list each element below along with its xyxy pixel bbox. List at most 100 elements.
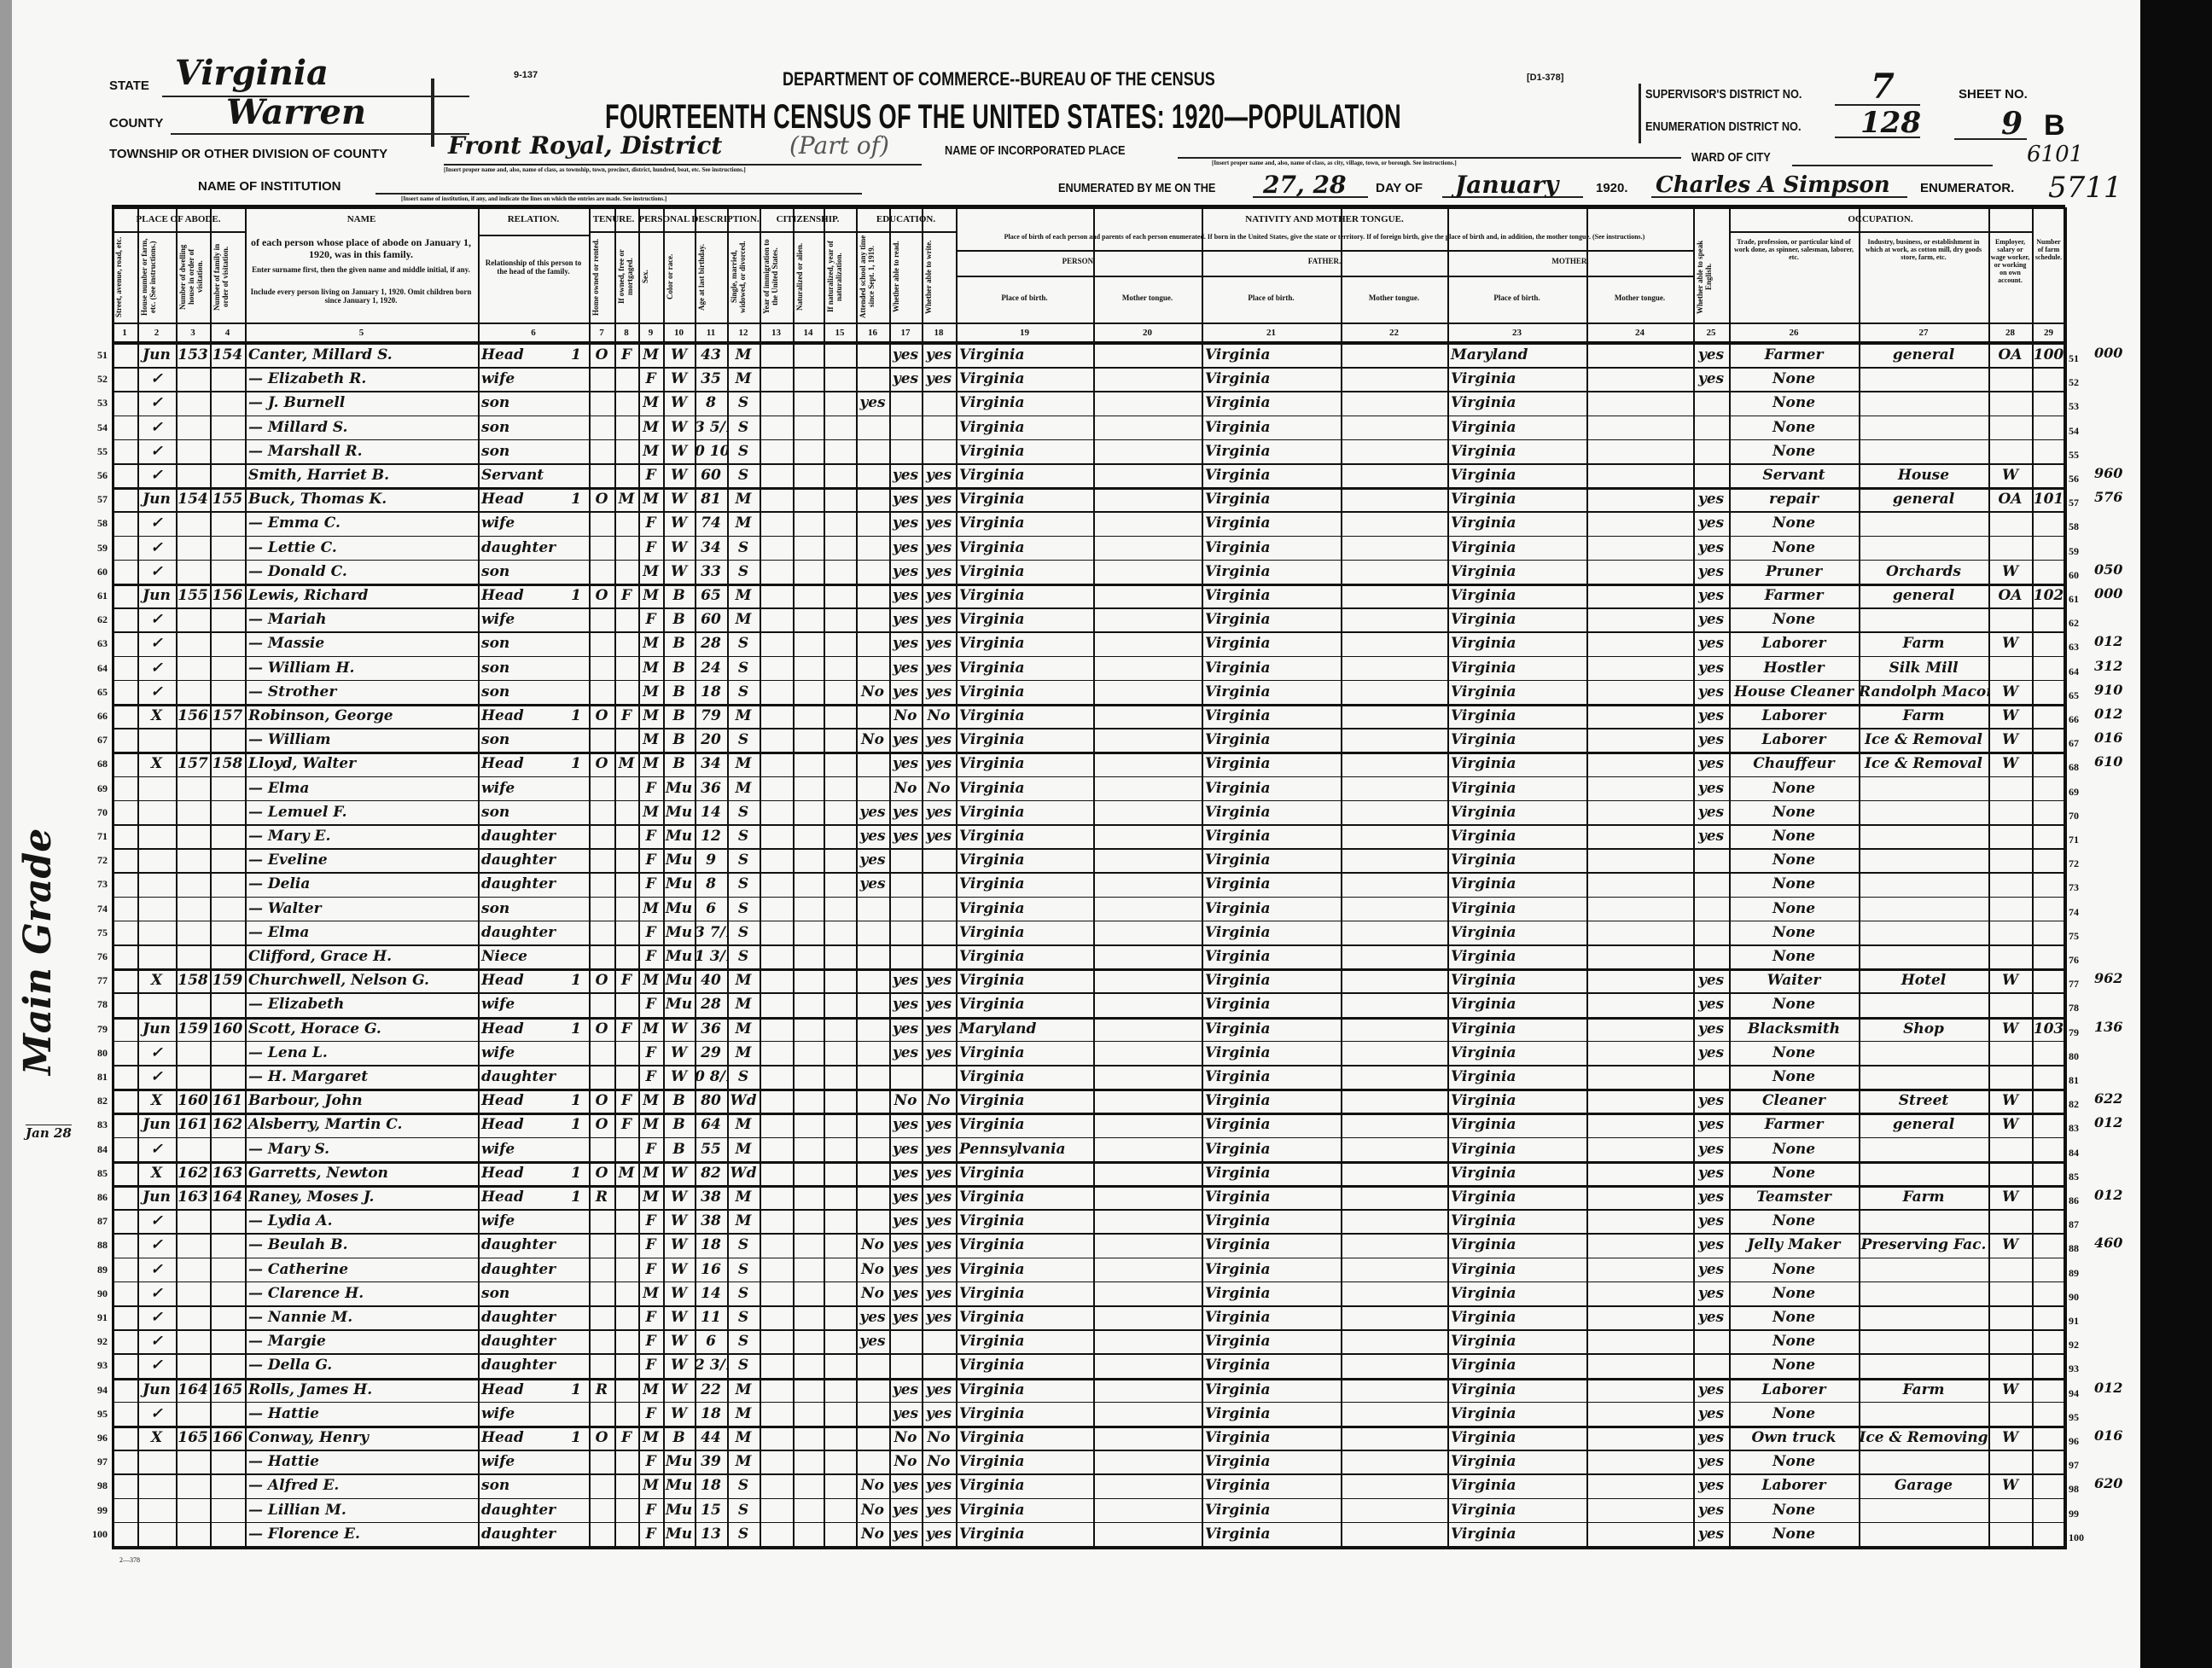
cell-fm — [210, 1282, 245, 1305]
cell-mo: Virginia — [1451, 755, 1516, 773]
cell-dw — [176, 776, 210, 800]
line-number-left: 65 — [97, 685, 108, 698]
cell-no — [2032, 607, 2065, 631]
cell-c14 — [793, 1282, 824, 1305]
cell-ms: S — [737, 659, 749, 677]
cell-no — [2032, 1450, 2065, 1473]
cell-en: yes — [1697, 972, 1725, 990]
cell-fa: Virginia — [1205, 635, 1271, 653]
cell-rel: Head — [481, 972, 524, 990]
cell-st — [112, 1113, 137, 1136]
cell-c13 — [760, 367, 793, 391]
cell-no — [2032, 968, 2065, 992]
cell-en: yes — [1697, 1284, 1725, 1302]
institution-note: [Insert name of institution, if any, and… — [401, 195, 667, 202]
cell-col: W — [670, 442, 688, 460]
cell-sch — [856, 1137, 889, 1161]
cell-sex: F — [645, 1212, 656, 1230]
column-number-14: 14 — [803, 328, 813, 338]
cell-f — [614, 416, 638, 439]
cell-mot — [1586, 1522, 1693, 1546]
cell-ms: S — [737, 418, 749, 436]
cell-age: 0 8/12 — [695, 1068, 727, 1085]
cell-cls — [1988, 1137, 2032, 1161]
cell-dw — [176, 1258, 210, 1282]
cell-mot — [1586, 1161, 1693, 1185]
cell-st — [112, 704, 137, 728]
cell-cls: W — [2001, 1092, 2019, 1110]
cell-occ: Cleaner — [1762, 1092, 1825, 1110]
cell-name: — Mary S. — [248, 1140, 330, 1158]
cell-bpt — [1093, 1450, 1202, 1473]
cell-c15 — [824, 631, 856, 655]
cell-ms: M — [735, 1189, 752, 1206]
cell-fm — [210, 824, 245, 848]
column-header-mot: Mother tongue. — [1614, 293, 1666, 302]
cell-mot — [1586, 1450, 1693, 1473]
cell-ind — [1859, 416, 1988, 439]
cell-rd: yes — [892, 346, 919, 363]
cell-fm — [210, 1305, 245, 1329]
cell-ms: S — [737, 899, 749, 917]
cell-fa: Virginia — [1205, 394, 1271, 412]
cell-ms: S — [737, 851, 749, 869]
cell-c14 — [793, 584, 824, 607]
cell-age: 3 7/12 — [695, 923, 727, 941]
cell-mo: Virginia — [1451, 394, 1516, 412]
cell-wr: No — [927, 1453, 951, 1471]
cell-fm — [210, 511, 245, 535]
cell-rd: yes — [892, 1525, 919, 1543]
line-number-left: 53 — [97, 397, 108, 410]
cell-name: Churchwell, Nelson G. — [248, 972, 429, 990]
cell-bpt — [1093, 1113, 1202, 1136]
line-number-left: 100 — [92, 1527, 108, 1540]
cell-sex: M — [643, 899, 659, 917]
cell-tally-mark: 1 — [571, 972, 581, 990]
bracket — [431, 78, 434, 147]
line-number-right: 54 — [2069, 424, 2079, 437]
cell-ab — [137, 944, 176, 968]
nativity-father: FATHER. — [1307, 257, 1342, 265]
cell-col: W — [670, 1404, 688, 1422]
cell-c13 — [760, 584, 793, 607]
cell-sch — [856, 463, 889, 487]
cell-f: F — [620, 707, 632, 724]
row-line — [112, 1089, 2065, 1092]
cell-mot — [1586, 944, 1693, 968]
cell-c13 — [760, 921, 793, 944]
cell-ms: M — [735, 755, 752, 773]
cell-rel: son — [481, 899, 510, 917]
cell-f — [614, 1450, 638, 1473]
cell-ab: ✓ — [150, 1212, 163, 1230]
column-number-12: 12 — [738, 328, 748, 338]
line-number-left: 67 — [97, 734, 108, 747]
cell-ind — [1859, 1329, 1988, 1353]
cell-sch — [856, 511, 889, 535]
cell-cls — [1988, 1209, 2032, 1233]
line-number-right: 99 — [2069, 1507, 2079, 1520]
cell-ind: general — [1892, 491, 1955, 509]
cell-ab: ✓ — [150, 370, 163, 388]
cell-st — [112, 1498, 137, 1522]
line-number-left: 74 — [97, 902, 108, 915]
cell-dw — [176, 1329, 210, 1353]
cell-t: O — [595, 1164, 608, 1182]
cell-sex: F — [645, 1043, 656, 1061]
cell-bp: Virginia — [959, 394, 1025, 412]
cell-f: F — [620, 346, 632, 363]
cell-dw — [176, 1065, 210, 1089]
cell-bp: Virginia — [959, 1525, 1025, 1543]
cell-no — [2032, 1089, 2065, 1113]
row-line — [112, 679, 2065, 682]
cell-rel: daughter — [481, 1501, 556, 1519]
cell-occ: Laborer — [1761, 731, 1826, 749]
cell-name: — Alfred E. — [248, 1477, 340, 1495]
cell-sex: M — [643, 1164, 659, 1182]
cell-dw — [176, 463, 210, 487]
cell-occ: Laborer — [1761, 1380, 1826, 1398]
cell-fa: Virginia — [1205, 1284, 1271, 1302]
enumerator-label: ENUMERATOR. — [1920, 181, 2015, 195]
cell-en: yes — [1697, 562, 1725, 580]
cell-c13 — [760, 607, 793, 631]
cell-mot — [1586, 463, 1693, 487]
